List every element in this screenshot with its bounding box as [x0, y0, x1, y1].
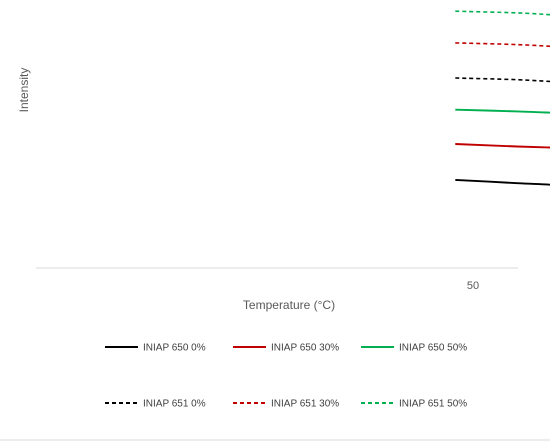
y-axis-title: Intensity	[17, 68, 31, 113]
legend-label-iniap-651-30pct: INIAP 651 30%	[271, 399, 339, 410]
series-line-iniap-651-0pct	[455, 77, 550, 83]
legend-label-iniap-650-0pct: INIAP 650 0%	[143, 343, 206, 354]
series-line-iniap-650-0pct	[455, 178, 550, 186]
legend-label-iniap-651-0pct: INIAP 651 0%	[143, 399, 206, 410]
plot-lines	[455, 10, 550, 186]
series-line-iniap-651-30pct	[455, 42, 550, 48]
x-axis-title: Temperature (°C)	[243, 298, 335, 312]
legend-label-iniap-650-30pct: INIAP 650 30%	[271, 343, 339, 354]
series-line-iniap-650-30pct	[455, 143, 550, 149]
series-line-iniap-650-50pct	[455, 108, 550, 114]
legend-label-iniap-651-50pct: INIAP 651 50%	[399, 399, 467, 410]
legend-label-iniap-650-50pct: INIAP 650 50%	[399, 343, 467, 354]
x-tick-label: 50	[467, 280, 479, 292]
legend: INIAP 650 0% INIAP 650 30% INIAP 650 50% IN…	[105, 343, 467, 410]
series-line-iniap-651-50pct	[455, 10, 550, 16]
x-tick-labels: 5060708090100	[467, 280, 479, 292]
